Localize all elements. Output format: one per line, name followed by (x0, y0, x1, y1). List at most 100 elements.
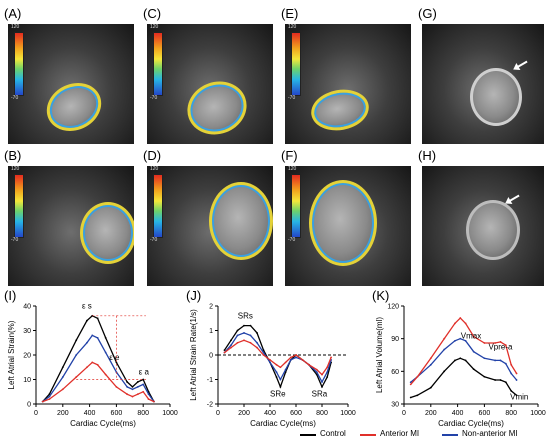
series-point (126, 385, 129, 388)
series-point (91, 314, 94, 317)
series-line (42, 334, 155, 403)
series-point (230, 339, 232, 342)
mri-panel-b: 120 -70 (8, 166, 134, 286)
legend-swatch (360, 434, 376, 436)
x-tick-label: 800 (316, 410, 328, 417)
series-point (126, 393, 129, 396)
chart-panel-label: (K) (372, 288, 389, 303)
series-point (284, 361, 287, 364)
colorbar-min: -70 (11, 237, 19, 243)
series-point (301, 359, 304, 361)
y-axis-label: Left Atrial Strain Rate(1/s) (189, 309, 198, 401)
series-point (510, 363, 513, 366)
x-tick-label: 600 (479, 410, 491, 417)
series-point (416, 375, 419, 378)
series-point (279, 366, 282, 369)
series-point (483, 375, 486, 378)
series-point (223, 351, 226, 354)
series-point (443, 337, 446, 340)
y-tick-label: 120 (387, 304, 399, 311)
chart-annotation: SRe (270, 390, 286, 399)
y-axis-label: Left Atrial Strain(%) (7, 320, 16, 389)
series-point (429, 363, 432, 366)
series-point (230, 344, 232, 347)
series-point (494, 379, 497, 381)
series-point (136, 385, 139, 388)
y-tick-label: 2 (209, 304, 213, 311)
panel-label-b: (B) (4, 148, 22, 163)
series-point (295, 354, 297, 356)
series-point (289, 359, 292, 361)
colorbar-max: 120 (288, 166, 297, 172)
x-tick-label: 200 (238, 410, 250, 417)
series-point (236, 341, 239, 344)
series-point (91, 361, 94, 364)
series-point (429, 386, 432, 389)
colorbar-min: -70 (150, 237, 158, 243)
x-tick-label: 1000 (162, 410, 178, 417)
colorbar-min: -70 (11, 95, 19, 101)
series-point (279, 378, 282, 381)
mri-panel-d: 120 -70 (147, 166, 273, 286)
series-point (409, 396, 412, 399)
series-point (301, 359, 304, 361)
panel-label-a: (A) (4, 6, 22, 21)
series-point (326, 376, 329, 378)
series-point (464, 339, 467, 342)
series-point (330, 361, 332, 364)
mri-panel-f: 120 -70 (285, 166, 411, 286)
series-point (504, 381, 507, 384)
y-tick-label: 40 (23, 304, 31, 311)
series-point (499, 341, 502, 343)
series-point (409, 381, 412, 384)
series-point (243, 324, 245, 327)
chart-annotation: Vmax (461, 332, 481, 341)
series-point (269, 361, 271, 364)
chart-annotation: Vmin (510, 393, 528, 402)
series-point (472, 350, 475, 353)
mri-panel-e: 120 -70 (285, 24, 411, 144)
series-point (142, 383, 145, 386)
colorbar-max: 120 (11, 24, 20, 30)
series-point (464, 322, 467, 325)
series-point (223, 351, 226, 354)
legend-swatch (300, 434, 316, 436)
series-point (275, 363, 278, 366)
y-tick-label: 90 (391, 336, 399, 343)
series-point (454, 322, 456, 325)
series-point (459, 337, 462, 340)
series-point (147, 393, 150, 396)
chart-annotation: SRs (238, 311, 253, 320)
atrium-contour (209, 182, 273, 260)
series-point (147, 390, 150, 393)
series-point (75, 354, 78, 356)
series-point (75, 376, 78, 378)
series-point (142, 378, 145, 381)
series-point (459, 317, 462, 319)
series-point (115, 361, 118, 364)
x-tick-label: 600 (290, 410, 302, 417)
series-point (249, 334, 252, 337)
series-point (236, 329, 239, 332)
series-point (269, 361, 271, 364)
chart-panel-label: (J) (186, 288, 201, 303)
series-point (136, 393, 139, 396)
y-tick-label: -2 (207, 402, 213, 409)
series-point (48, 398, 51, 400)
series-point (284, 368, 287, 371)
series-point (131, 385, 134, 388)
series-point (275, 371, 278, 374)
series-point (416, 375, 419, 378)
series-point (269, 359, 271, 361)
series-point (153, 400, 155, 403)
x-tick-label: 400 (84, 410, 96, 417)
colorbar-min: -70 (288, 95, 296, 101)
series-line (223, 324, 332, 389)
colorbar-max: 120 (11, 166, 20, 172)
series-line (410, 317, 518, 385)
series-point (499, 379, 502, 381)
series-point (330, 359, 332, 361)
legend-swatch (442, 434, 458, 436)
y-tick-label: 30 (391, 402, 399, 409)
series-point (454, 359, 456, 362)
